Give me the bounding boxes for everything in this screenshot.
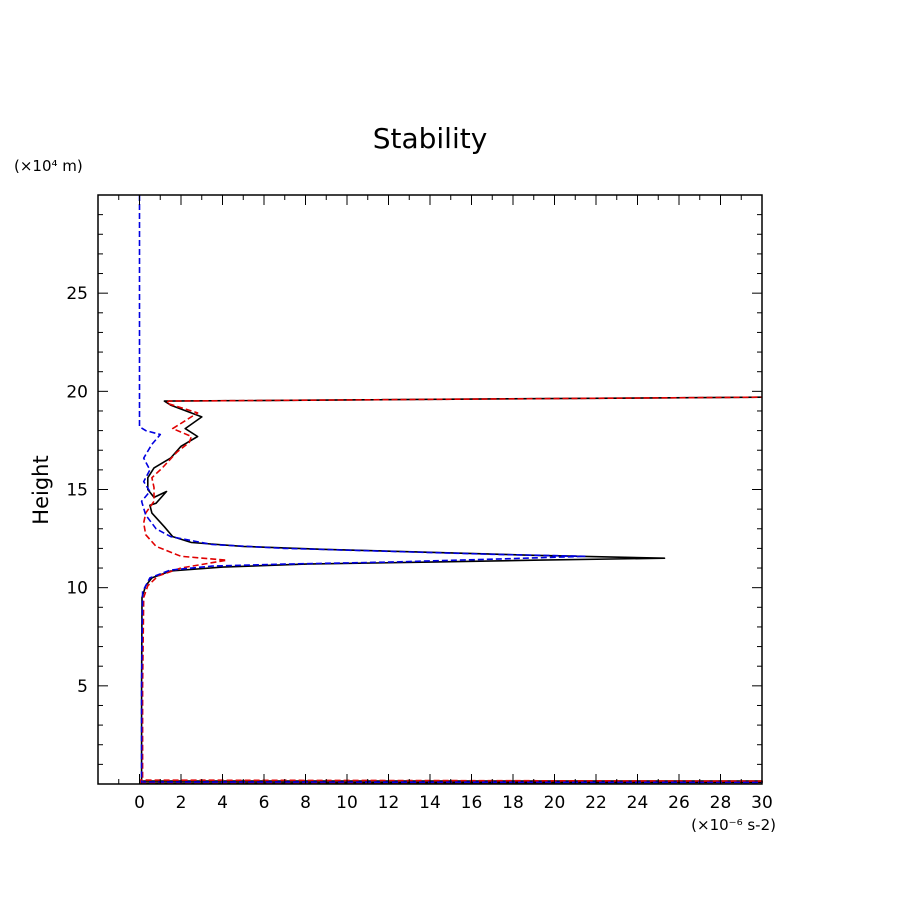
x-tick-label: 12 [378,793,400,813]
x-tick-label: 4 [217,793,228,813]
x-tick-label: 18 [502,793,524,813]
y-unit-label: (×10⁴ m) [14,157,83,175]
x-tick-label: 14 [419,793,441,813]
plot-frame [97,194,763,785]
y-axis-label: Height [29,455,53,524]
y-tick-label: 20 [66,382,88,402]
y-tick-label: 15 [66,481,88,501]
x-tick-label: 20 [544,793,566,813]
x-unit-label: (×10⁻⁶ s-2) [691,816,776,834]
x-tick-label: 16 [461,793,483,813]
y-tick-label: 10 [66,579,88,599]
x-tick-label: 28 [710,793,732,813]
x-tick-label: 22 [585,793,607,813]
x-tick-label: 8 [300,793,311,813]
y-tick-label: 25 [66,284,88,304]
x-tick-label: 0 [134,793,145,813]
x-tick-label: 30 [751,793,773,813]
x-tick-label: 6 [259,793,270,813]
x-tick-label: 2 [176,793,187,813]
series-line-blue [138,195,763,784]
series-layer [138,195,763,784]
x-tick-label: 10 [336,793,358,813]
x-tick-label: 26 [668,793,690,813]
series-line-red [139,396,763,784]
chart-title: Stability [373,122,488,155]
x-tick-label: 24 [627,793,649,813]
y-tick-label: 5 [77,677,88,697]
